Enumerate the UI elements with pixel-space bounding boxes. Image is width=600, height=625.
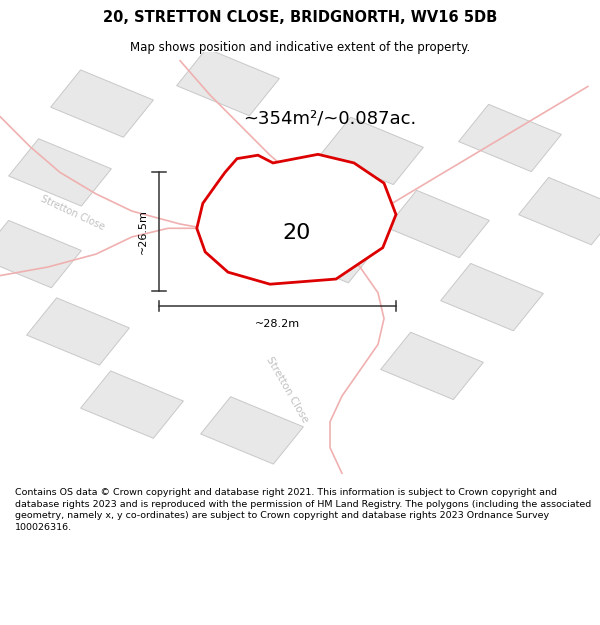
Polygon shape xyxy=(176,48,280,116)
Text: 20: 20 xyxy=(283,222,311,243)
Polygon shape xyxy=(440,263,544,331)
Text: ~26.5m: ~26.5m xyxy=(138,209,148,254)
Polygon shape xyxy=(80,371,184,438)
Text: Stretton Close: Stretton Close xyxy=(39,194,106,232)
Text: Stretton Close: Stretton Close xyxy=(264,355,310,424)
Polygon shape xyxy=(320,118,424,184)
Text: Map shows position and indicative extent of the property.: Map shows position and indicative extent… xyxy=(130,41,470,54)
Polygon shape xyxy=(386,191,490,258)
Polygon shape xyxy=(0,221,82,288)
Text: ~354m²/~0.087ac.: ~354m²/~0.087ac. xyxy=(244,109,416,128)
Text: ~28.2m: ~28.2m xyxy=(255,319,300,329)
Polygon shape xyxy=(458,104,562,172)
Polygon shape xyxy=(50,70,154,138)
Polygon shape xyxy=(380,332,484,399)
Polygon shape xyxy=(8,139,112,206)
Polygon shape xyxy=(26,298,130,365)
Polygon shape xyxy=(197,154,396,284)
Polygon shape xyxy=(518,177,600,245)
Polygon shape xyxy=(275,208,385,283)
Text: 20, STRETTON CLOSE, BRIDGNORTH, WV16 5DB: 20, STRETTON CLOSE, BRIDGNORTH, WV16 5DB xyxy=(103,11,497,26)
Text: Contains OS data © Crown copyright and database right 2021. This information is : Contains OS data © Crown copyright and d… xyxy=(15,488,591,532)
Polygon shape xyxy=(200,397,304,464)
